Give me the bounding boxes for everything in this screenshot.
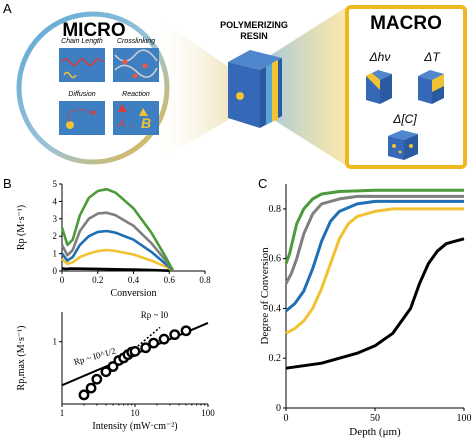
- y-tick-label: 0: [53, 266, 58, 276]
- series-line-4: [60, 187, 174, 271]
- y-tick-label: 2: [53, 231, 58, 241]
- chart-b-bottom: 1 10 100 1 Intensity (mW·cm⁻²) Rp,max (M·s⁻¹)…: [16, 310, 215, 432]
- x-tick-label: 0.4: [128, 275, 140, 285]
- y-tick-label: 0.6: [269, 254, 282, 265]
- panel-label-c: C: [258, 176, 268, 191]
- reaction-a: A: [118, 118, 126, 130]
- x-axis-label: Depth (μm): [349, 426, 401, 438]
- panel-label-b: B: [3, 176, 12, 191]
- chart-b-bottom-plot: 1 10 100 1 Intensity (mW·cm⁻²) Rp,max (M·s⁻¹)…: [16, 310, 215, 432]
- y-tick-label: 3: [53, 214, 58, 224]
- macro-label-concentration: Δ[C]: [393, 112, 417, 126]
- center-title-line1: POLYMERIZING: [220, 20, 288, 30]
- chart-b-top-plot: 0 0.2 0.4 0.6 0.8 0 1 2 3 4 5 Conversion Rp (M·s⁻¹): [16, 179, 211, 299]
- macro-label-temperature: ΔT: [424, 50, 440, 64]
- x-tick-label: 10: [131, 408, 141, 418]
- macro-cube-light: [366, 70, 392, 104]
- reaction-arrow: →: [127, 119, 136, 129]
- macro-box: [345, 5, 467, 169]
- data-point-2: [91, 373, 103, 385]
- tile-label-crosslinking: Crosslinking: [116, 38, 156, 45]
- resin-cube: [228, 50, 282, 128]
- x-tick-label: 0: [284, 413, 289, 424]
- y-tick-label: 0.8: [269, 204, 282, 215]
- y-tick-label: 5: [53, 179, 58, 189]
- x-tick-label: 100: [201, 408, 215, 418]
- series-line-3: [60, 211, 174, 271]
- data-point-9: [129, 345, 141, 357]
- x-tick-label: 0.6: [164, 275, 176, 285]
- series-line-0: [61, 267, 170, 272]
- series-line-0: [285, 237, 465, 370]
- x-tick-label: 1: [60, 408, 65, 418]
- micro-tile-diffusion: [59, 101, 105, 135]
- zoom-cone-right: [266, 8, 345, 165]
- data-point-3: [100, 366, 112, 378]
- y-tick-label: 0.4: [269, 303, 282, 314]
- macro-cube-concentration: [388, 130, 418, 160]
- series-line-2: [285, 199, 464, 313]
- tile-label-reaction: Reaction: [122, 91, 150, 98]
- x-tick-label: 0.2: [92, 275, 103, 285]
- data-point-1: [85, 382, 97, 394]
- x-tick-label: 0: [60, 275, 65, 285]
- tile-label-chain-length: Chain Length: [61, 38, 103, 45]
- zoom-cone-left: [160, 20, 245, 160]
- y-tick-label: 1: [53, 249, 58, 259]
- y-tick-label: 1: [53, 337, 58, 347]
- micro-title: MICRO: [62, 20, 126, 41]
- x-axis-label: Conversion: [110, 288, 156, 299]
- micro-tile-chain-length: [59, 48, 105, 82]
- chart-b-top: 0 0.2 0.4 0.6 0.8 0 1 2 3 4 5 Conversion Rp (M·s⁻¹): [16, 179, 211, 299]
- y-tick-label: 4: [53, 196, 58, 206]
- micro-tile-crosslinking: [113, 48, 159, 82]
- x-tick-label: 50: [370, 413, 380, 424]
- annotation-linear: Rp ~ I0: [141, 310, 169, 320]
- center-title-line2: RESIN: [240, 31, 268, 41]
- chart-c: 0 50 100 0 0.2 0.4 0.6 0.8 Depth (μm) Degree of C…: [259, 184, 472, 438]
- data-point-14: [180, 325, 192, 337]
- data-point-0: [78, 389, 90, 401]
- y-axis-label: Degree of Conversion: [259, 247, 271, 345]
- schematic-panel-a: [16, 5, 467, 169]
- chart-c-plot: 0 50 100 0 0.2 0.4 0.6 0.8 Depth (μm) Degree of C…: [259, 184, 472, 438]
- macro-cube-temperature: [418, 70, 444, 104]
- y-tick-label: 0: [276, 403, 281, 414]
- data-point-12: [158, 333, 170, 345]
- y-axis-label: Rp,max (M·s⁻¹): [16, 326, 27, 391]
- tile-label-diffusion: Diffusion: [68, 91, 96, 98]
- panel-label-a: A: [3, 1, 12, 16]
- series-line-2: [60, 229, 174, 272]
- series-line-1: [61, 248, 174, 272]
- x-tick-label: 0.8: [199, 275, 211, 285]
- y-tick-label: 0.2: [269, 353, 282, 364]
- series-line-4: [284, 188, 464, 265]
- x-tick-label: 100: [457, 413, 472, 424]
- data-point-10: [140, 342, 152, 354]
- reaction-b: B: [141, 115, 152, 131]
- x-axis-label: Intensity (mW·cm⁻²): [92, 421, 177, 432]
- series-line-3: [284, 194, 464, 285]
- series-line-1: [285, 207, 464, 335]
- macro-label-light: Δhν: [369, 50, 391, 64]
- data-point-13: [169, 329, 181, 341]
- macro-title: MACRO: [370, 13, 442, 34]
- y-axis-label: Rp (M·s⁻¹): [16, 205, 27, 250]
- data-point-11: [148, 337, 160, 349]
- micro-tile-reaction: [113, 101, 159, 135]
